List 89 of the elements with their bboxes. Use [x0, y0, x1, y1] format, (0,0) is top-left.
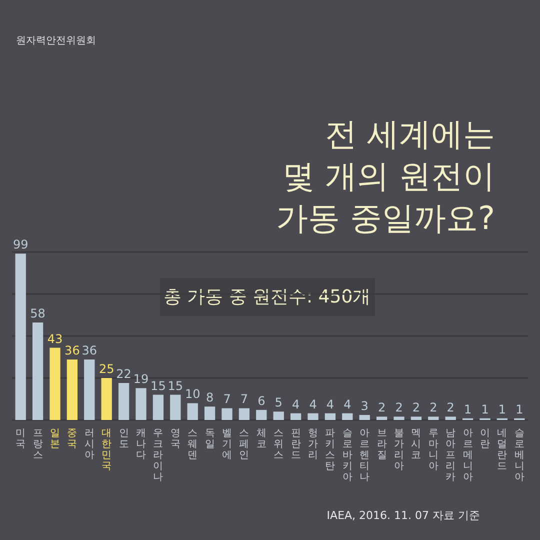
- data-label: 22: [116, 367, 132, 382]
- bar: [84, 360, 95, 420]
- data-label: 6: [258, 394, 266, 408]
- chart-title: 전 세계에는 몇 개의 원전이 가동 중일까요?: [276, 115, 495, 237]
- data-label: 1: [464, 402, 472, 416]
- x-tick-label: 멕시코: [411, 428, 422, 461]
- x-tick-label: 러시아: [84, 428, 94, 461]
- data-label: 8: [206, 390, 214, 405]
- data-label: 36: [64, 344, 80, 358]
- bar: [410, 416, 422, 420]
- bar: [290, 413, 302, 420]
- x-tick-label: 미국: [16, 428, 26, 450]
- bar: [359, 414, 370, 420]
- x-tick-label: 스페인: [239, 428, 250, 461]
- bar: [15, 254, 26, 420]
- x-tick-label: 벨기에: [222, 428, 232, 461]
- x-tick-label: 슬로베니아: [514, 428, 524, 483]
- data-label: 19: [133, 372, 149, 386]
- data-label: 2: [430, 400, 438, 415]
- data-label: 25: [98, 362, 114, 376]
- bar: [445, 416, 456, 420]
- bar: [136, 388, 146, 420]
- data-label: 1: [498, 402, 506, 416]
- bar: [204, 406, 216, 420]
- data-label: 4: [309, 397, 317, 412]
- bar: [101, 378, 112, 420]
- data-label: 2: [395, 400, 403, 415]
- x-tick-label: 프랑스: [32, 428, 43, 461]
- x-tick-label: 아르헨티나: [360, 428, 370, 483]
- bar: [428, 416, 439, 420]
- bar: [394, 416, 404, 420]
- x-tick-label: 스위스: [274, 428, 284, 461]
- data-label: 2: [446, 400, 454, 415]
- bar: [324, 413, 336, 420]
- bar: [342, 413, 353, 420]
- data-label: 10: [184, 387, 200, 402]
- bar: [273, 412, 284, 420]
- x-tick-label: 브라질: [376, 428, 387, 461]
- bar: [118, 383, 130, 420]
- bar: [32, 322, 44, 420]
- x-tick-label: 헝가리: [308, 428, 318, 461]
- data-label: 58: [30, 306, 46, 321]
- data-label: 15: [168, 378, 184, 393]
- x-tick-label: 인도: [118, 428, 129, 450]
- bar: [256, 410, 267, 420]
- bar: [376, 416, 388, 420]
- x-tick-label: 일본: [50, 428, 60, 450]
- x-tick-label: 불가리아: [394, 428, 404, 472]
- x-tick-label: 영국: [170, 428, 180, 450]
- bar: [152, 394, 164, 420]
- bar: [50, 348, 60, 420]
- data-label: 2: [412, 400, 420, 415]
- data-label: 4: [326, 397, 334, 412]
- x-tick-label: 대한민국: [102, 428, 112, 472]
- x-tick-label: 체코: [256, 428, 266, 450]
- data-label: 4: [344, 397, 352, 412]
- bar: [66, 360, 78, 420]
- bar: [222, 408, 232, 420]
- x-tick-label: 슬로바키아: [342, 428, 352, 483]
- x-tick-label: 우크라이나: [153, 428, 164, 483]
- x-tick-label: 네덜란드: [497, 428, 508, 472]
- x-tick-label: 루마니아: [428, 428, 438, 472]
- x-tick-label: 캐나다: [136, 428, 146, 461]
- data-label: 1: [516, 402, 524, 416]
- data-label: 3: [360, 398, 368, 413]
- data-label: 99: [12, 238, 28, 252]
- bar: [238, 408, 250, 420]
- data-label: 5: [274, 396, 282, 410]
- x-tick-label: 아르메니아: [462, 428, 473, 483]
- data-label: 7: [240, 392, 248, 406]
- x-tick-label: 이란: [480, 428, 490, 450]
- x-tick-label: 파키스탄: [325, 428, 336, 472]
- text: IAEA, 2016. 11. 07 자료 기준: [326, 509, 480, 522]
- data-label: 15: [150, 378, 166, 393]
- data-label: 1: [481, 402, 489, 416]
- bar: [187, 403, 198, 420]
- x-tick-label: 남아프리카: [446, 428, 456, 483]
- bar: [308, 413, 318, 420]
- data-label: 4: [292, 397, 300, 412]
- bar: [170, 394, 181, 420]
- x-tick-label: 중국: [67, 428, 78, 450]
- text: 원자력안전위원회: [16, 36, 96, 46]
- data-label: 2: [378, 400, 386, 415]
- x-tick-label: 스웨덴: [188, 428, 198, 461]
- data-label: 7: [223, 392, 231, 406]
- x-tick-label: 독일: [204, 428, 215, 450]
- data-label: 43: [47, 332, 63, 346]
- x-tick-label: 핀란드: [290, 428, 301, 461]
- data-label: 36: [82, 344, 98, 358]
